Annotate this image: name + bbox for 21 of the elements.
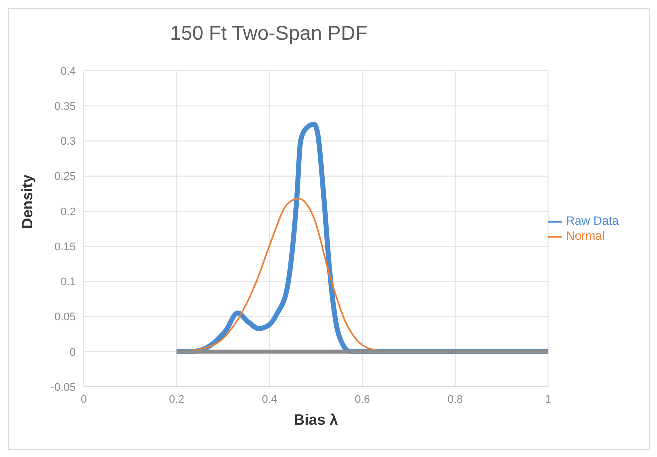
y-tick-label: -0.05: [50, 382, 76, 394]
y-tick-label: 0.4: [60, 66, 76, 78]
y-tick-label: 0.1: [60, 276, 76, 289]
x-tick-label: 0.4: [262, 394, 278, 406]
x-tick-label: 1: [545, 394, 552, 406]
x-axis-title: Bias λ: [294, 412, 339, 429]
y-tick-label: 0.35: [54, 101, 76, 114]
x-tick-label: 0: [80, 394, 88, 406]
x-tick-label: 0.8: [448, 394, 464, 406]
legend-label: Raw Data: [566, 214, 619, 228]
y-tick-label: 0.05: [54, 312, 76, 324]
legend-label: Normal: [566, 229, 605, 243]
y-tick-label: 0: [70, 346, 76, 359]
y-axis-title: Density: [19, 174, 36, 229]
chart-title: 150 Ft Two-Span PDF: [169, 23, 369, 46]
y-tick-label: 0.2: [60, 206, 76, 218]
y-tick-label: 0.25: [54, 171, 76, 184]
y-tick-label: 0.15: [54, 241, 76, 254]
y-tick-label: 0.3: [60, 136, 76, 148]
x-tick-label: 0.6: [354, 394, 370, 406]
x-tick-label: 0.2: [169, 394, 185, 406]
